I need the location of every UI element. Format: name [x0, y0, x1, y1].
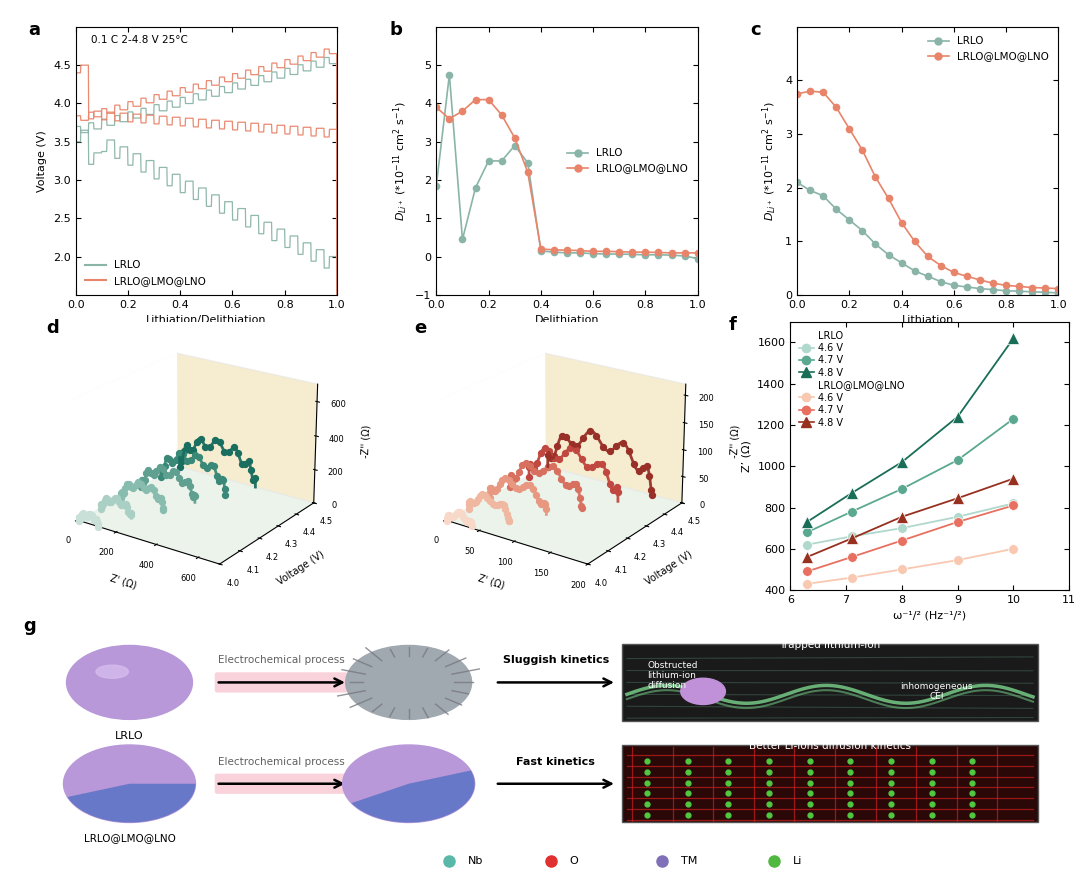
- Ellipse shape: [96, 665, 129, 679]
- Text: Fast kinetics: Fast kinetics: [516, 756, 595, 767]
- FancyBboxPatch shape: [215, 773, 348, 794]
- Legend: LRLO, LRLO@LMO@LNO: LRLO, LRLO@LMO@LNO: [923, 32, 1053, 65]
- X-axis label: Z' (Ω): Z' (Ω): [108, 573, 137, 591]
- Y-axis label: Voltage (V): Voltage (V): [38, 130, 48, 192]
- X-axis label: Z' (Ω): Z' (Ω): [476, 573, 505, 591]
- X-axis label: ω⁻¹/² (Hz⁻¹/²): ω⁻¹/² (Hz⁻¹/²): [893, 611, 967, 620]
- Text: Sluggish kinetics: Sluggish kinetics: [503, 655, 609, 665]
- Y-axis label: $D_{Li^+}$ (*10$^{-11}$ cm$^2$ s$^{-1}$): $D_{Li^+}$ (*10$^{-11}$ cm$^2$ s$^{-1}$): [761, 101, 780, 221]
- Text: LRLO: LRLO: [116, 731, 144, 741]
- FancyBboxPatch shape: [215, 672, 348, 693]
- Circle shape: [346, 645, 472, 720]
- Text: a: a: [28, 21, 41, 39]
- Circle shape: [64, 745, 195, 822]
- Y-axis label: Z’ (Ω): Z’ (Ω): [742, 440, 752, 472]
- Circle shape: [67, 645, 192, 720]
- X-axis label: Lithiation: Lithiation: [902, 316, 954, 325]
- Text: g: g: [23, 617, 36, 635]
- Text: LRLO@LMO@LNO: LRLO@LMO@LNO: [83, 832, 175, 843]
- Text: Trapped lithium-ion: Trapped lithium-ion: [780, 640, 880, 650]
- Text: Obstructed
lithium-ion
diffusion: Obstructed lithium-ion diffusion: [647, 661, 698, 690]
- Circle shape: [342, 745, 475, 822]
- Text: b: b: [389, 21, 402, 39]
- Text: d: d: [46, 319, 58, 337]
- FancyBboxPatch shape: [622, 745, 1038, 822]
- Wedge shape: [67, 784, 195, 822]
- Text: 0.1 C 2-4.8 V 25°C: 0.1 C 2-4.8 V 25°C: [92, 35, 188, 45]
- Text: O: O: [569, 856, 578, 866]
- Text: Electrochemical process: Electrochemical process: [218, 756, 346, 767]
- X-axis label: Lithiation/Delithiation: Lithiation/Delithiation: [146, 316, 267, 325]
- Y-axis label: Voltage (V): Voltage (V): [275, 549, 326, 586]
- Legend: LRLO, LRLO@LMO@LNO: LRLO, LRLO@LMO@LNO: [563, 144, 692, 178]
- Legend: LRLO, LRLO@LMO@LNO: LRLO, LRLO@LMO@LNO: [81, 257, 211, 290]
- FancyBboxPatch shape: [622, 644, 1038, 721]
- Text: c: c: [750, 21, 760, 39]
- Text: Better Li-ions diffusion kinetics: Better Li-ions diffusion kinetics: [750, 741, 912, 751]
- Text: Electrochemical process: Electrochemical process: [218, 655, 346, 665]
- Text: f: f: [729, 316, 737, 334]
- Y-axis label: $D_{Li^+}$ (*10$^{-11}$ cm$^2$ s$^{-1}$): $D_{Li^+}$ (*10$^{-11}$ cm$^2$ s$^{-1}$): [391, 101, 409, 221]
- Text: e: e: [414, 319, 427, 337]
- Circle shape: [680, 679, 726, 704]
- Text: Li: Li: [793, 856, 801, 866]
- Legend: LRLO, 4.6 V, 4.7 V, 4.8 V, LRLO@LMO@LNO, 4.6 V, 4.7 V, 4.8 V: LRLO, 4.6 V, 4.7 V, 4.8 V, LRLO@LMO@LNO,…: [795, 326, 909, 432]
- Text: Nb: Nb: [468, 856, 483, 866]
- X-axis label: Delithiation: Delithiation: [535, 316, 599, 325]
- Wedge shape: [351, 771, 474, 822]
- Text: TM: TM: [680, 856, 697, 866]
- Text: inhomogeneous
CEI: inhomogeneous CEI: [901, 681, 973, 701]
- Y-axis label: Voltage (V): Voltage (V): [644, 549, 694, 586]
